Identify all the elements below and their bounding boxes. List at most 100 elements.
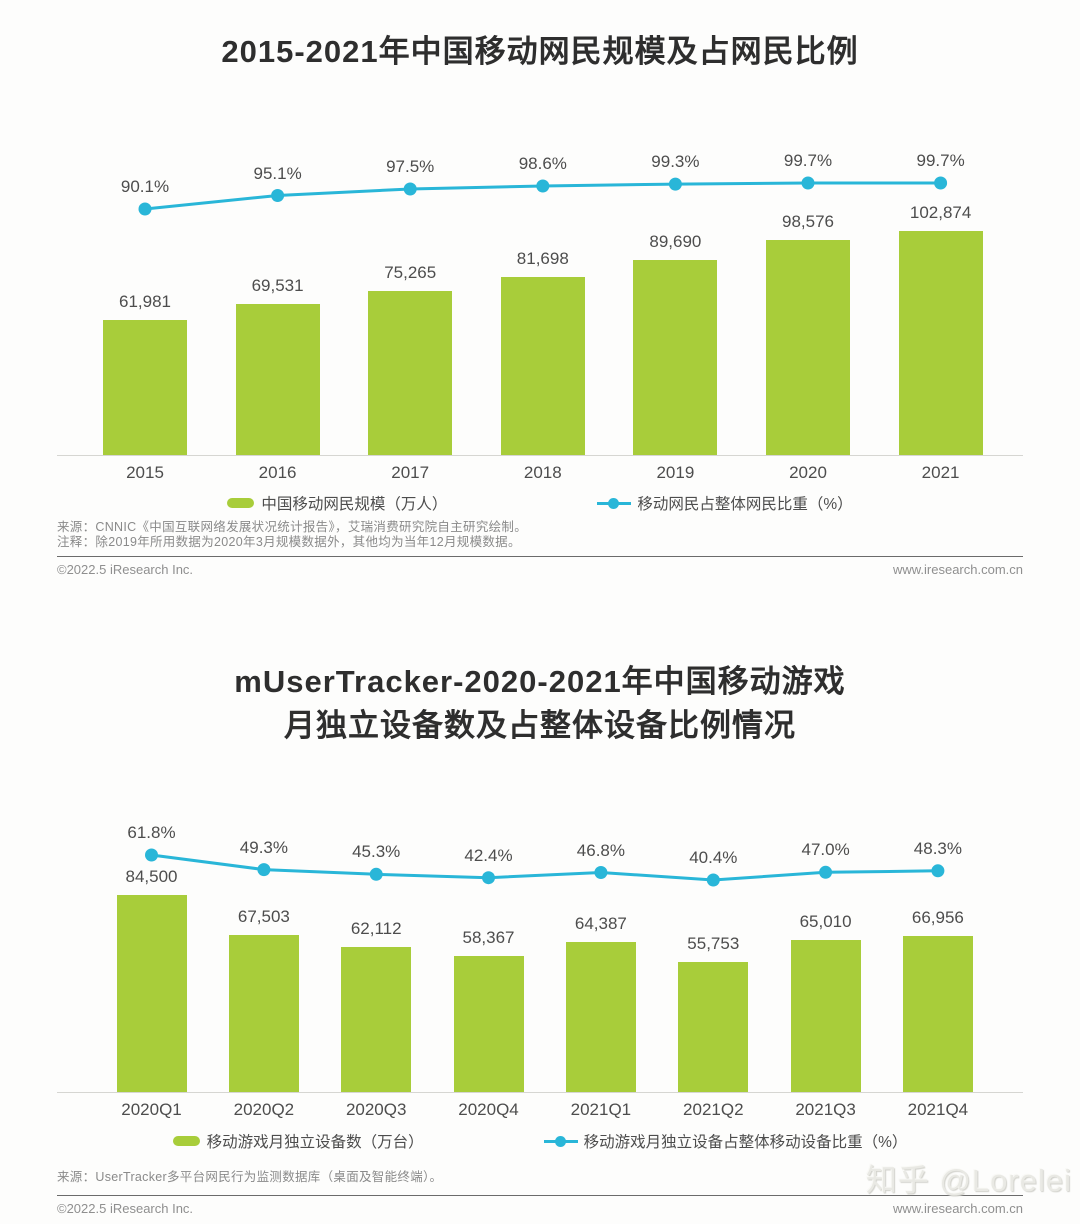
line-dot-2020Q4 [482, 871, 495, 885]
bar-2018 [500, 277, 585, 455]
bar-value-label-2021: 102,874 [909, 202, 972, 222]
x-axis-line [57, 455, 1023, 456]
chart2-legend-bar-label: 移动游戏月独立设备数（万台） [206, 1134, 424, 1151]
bar-value-label-2020: 98,576 [782, 212, 834, 232]
bar-value-label-2021Q1: 64,387 [574, 913, 627, 933]
bar-value-label-2020Q2: 67,503 [237, 906, 290, 926]
x-axis-tick-2021Q1: 2021Q1 [570, 1100, 632, 1119]
chart1-legend-bar-series: 中国移动网民规模（万人） [227, 492, 447, 514]
bar-series-swatch-icon [172, 1136, 200, 1146]
line-dot-2016 [271, 189, 285, 202]
line-dot-2021Q2 [706, 873, 720, 887]
line-value-label-2021Q4: 48.3% [913, 838, 962, 858]
bar-2017 [368, 291, 453, 455]
line-dot-2021 [934, 176, 948, 190]
line-value-label-2020Q2: 49.3% [239, 837, 288, 857]
x-axis-line [57, 1092, 1023, 1093]
line-value-label-2019: 99.3% [651, 152, 700, 172]
bar-2020 [766, 240, 850, 455]
chart1-source-line: 来源：CNNIC《中国互联网络发展状况统计报告》，艾瑞消费研究院自主研究绘制。 [57, 520, 528, 534]
line-dot-2018 [536, 179, 550, 193]
zhihu-watermark: 知乎 @Lorelei [865, 1163, 1072, 1198]
bar-2020Q2 [228, 934, 299, 1092]
chart1-title: 2015-2021年中国移动网民规模及占网民比例 [221, 34, 859, 69]
line-value-label-2021Q3: 47.0% [801, 840, 850, 860]
chart1-website-link[interactable]: www.iresearch.com.cn [892, 562, 1023, 577]
chart1-note-line: 注释：除2019年所用数据为2020年3月规模数据外，其他均为当年12月规模数据… [57, 535, 521, 549]
line-value-label-2016: 95.1% [253, 163, 302, 183]
x-axis-tick-2020Q4: 2020Q4 [458, 1100, 519, 1119]
line-value-label-2020Q1: 61.8% [127, 823, 176, 842]
line-value-label-2020Q4: 42.4% [464, 845, 513, 865]
x-axis-tick-2017: 2017 [391, 463, 430, 482]
bar-series-swatch-icon [227, 498, 255, 508]
x-axis-tick-2016: 2016 [258, 463, 297, 482]
chart2-legend-bar-series: 移动游戏月独立设备数（万台） [172, 1130, 424, 1152]
chart1-legend: 中国移动网民规模（万人） 移动网民占整体网民比重（%） [0, 492, 1080, 514]
line-value-label-2021Q1: 46.8% [576, 840, 625, 860]
line-value-label-2015: 90.1% [120, 177, 170, 196]
bar-2021Q4 [902, 935, 973, 1092]
chart2-legend: 移动游戏月独立设备数（万台） 移动游戏月独立设备占整体移动设备比重（%） [0, 1130, 1080, 1152]
bar-value-label-2020Q4: 58,367 [462, 927, 515, 947]
line-dot-2020Q1 [145, 848, 158, 862]
x-axis-tick-2021Q2: 2021Q2 [683, 1100, 744, 1119]
bar-2020Q3 [341, 947, 412, 1092]
x-axis-tick-2020Q2: 2020Q2 [233, 1100, 295, 1119]
chart2-footer-divider [57, 1195, 1023, 1196]
chart2-copyright: ©2022.5 iResearch Inc. [57, 1201, 194, 1216]
line-path [144, 181, 941, 211]
line-dot-2019 [668, 177, 682, 191]
line-value-label-2021: 99.7% [916, 151, 965, 170]
chart2-title-line1: mUserTracker-2020-2021年中国移动游戏 [234, 664, 846, 699]
x-axis-tick-2019: 2019 [656, 463, 695, 482]
line-dot-2017 [403, 182, 417, 196]
x-axis-tick-2018: 2018 [523, 463, 562, 482]
line-dot-2021Q3 [819, 865, 833, 879]
bar-value-label-2020Q3: 62,112 [350, 919, 402, 939]
bar-2021 [898, 230, 983, 455]
line-path [151, 853, 938, 882]
chart2-source-line: 来源：UserTracker多平台网民行为监测数据库（桌面及智能终端）。 [57, 1170, 443, 1184]
x-axis-tick-2020Q1: 2020Q1 [121, 1100, 182, 1119]
bar-2021Q1 [565, 941, 636, 1092]
line-dot-2020Q2 [257, 863, 271, 877]
line-dot-2021Q4 [931, 864, 945, 878]
bar-value-label-2017: 75,265 [384, 263, 437, 283]
chart2-legend-line-label: 移动游戏月独立设备占整体移动设备比重（%） [583, 1134, 908, 1151]
bar-2020Q1 [116, 895, 187, 1092]
x-axis-tick-2015: 2015 [126, 463, 164, 482]
chart2-legend-line-series: 移动游戏月独立设备占整体移动设备比重（%） [543, 1130, 908, 1152]
line-value-label-2020Q3: 45.3% [352, 842, 401, 862]
line-value-label-2017: 97.5% [386, 157, 435, 176]
bar-value-label-2021Q4: 66,956 [911, 907, 964, 927]
x-axis-tick-2021: 2021 [921, 463, 960, 482]
bar-2015 [103, 320, 187, 455]
line-dot-2020 [801, 176, 815, 190]
chart2-website-link[interactable]: www.iresearch.com.cn [892, 1201, 1023, 1216]
x-axis-tick-2020: 2020 [789, 463, 827, 482]
bar-value-label-2016: 69,531 [251, 275, 304, 295]
chart1-legend-line-label: 移动网民占整体网民比重（%） [637, 496, 853, 513]
chart1-legend-bar-label: 中国移动网民规模（万人） [261, 496, 448, 513]
chart2-source-note: 来源：UserTracker多平台网民行为监测数据库（桌面及智能终端）。 [57, 1170, 442, 1185]
bar-2019 [633, 259, 718, 455]
bar-value-label-2015: 61,981 [119, 292, 171, 311]
bar-2020Q4 [453, 955, 524, 1092]
line-dot-2020Q3 [369, 867, 383, 881]
bar-value-label-2018: 81,698 [516, 249, 569, 269]
chart2-title-line2: 月独立设备数及占整体设备比例情况 [284, 708, 796, 743]
line-series-marker-icon [543, 1135, 578, 1147]
chart1-legend-line-series: 移动网民占整体网民比重（%） [597, 492, 853, 514]
bar-2021Q2 [678, 962, 749, 1092]
line-value-label-2020: 99.7% [783, 151, 833, 170]
bar-2016 [235, 303, 320, 455]
line-dot-2021Q1 [594, 866, 608, 879]
chart1-copyright: ©2022.5 iResearch Inc. [57, 562, 194, 577]
bar-value-label-2021Q2: 55,753 [687, 934, 740, 953]
